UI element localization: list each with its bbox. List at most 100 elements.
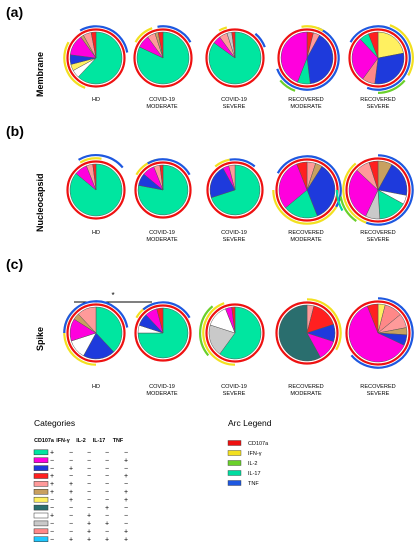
category-sign: + [50,450,54,457]
pie-slice [348,305,405,363]
pie-slice [95,306,123,353]
category-sign: − [124,481,128,488]
pie-slice [159,164,164,191]
arc-ifn [202,302,236,366]
arc-cd107a [275,301,339,365]
arc-legend-swatch [227,470,242,476]
category-swatch [33,481,49,487]
arc-cd107a [134,161,192,219]
category-sign: + [87,529,91,536]
arc-tnf [229,158,256,168]
arc-legend-label: CD107a [248,441,269,447]
arc-cd107a [206,161,264,219]
category-sign: − [105,473,109,480]
category-swatch [33,536,49,542]
category-column-header: IFN-γ [56,438,69,444]
arc-cd107a [134,304,192,362]
arc-tnf [349,25,411,91]
category-column-header: CD107a [34,438,55,444]
pie-slice [137,307,189,359]
col-label: SEVERE [367,391,390,397]
pie-slice [368,31,379,59]
arc-cd107a [66,28,126,88]
arc-cd107a [277,28,337,88]
pie-slice [366,303,379,334]
category-sign: + [124,473,128,480]
arc-ifn [79,157,102,164]
arc-legend: CD107a IFN-γ IL-2 IL-17 TNF [227,440,269,487]
pie-nucleocapsid-covid-19-moderate [134,158,192,219]
category-sign: − [69,513,73,520]
category-sign: + [69,497,73,504]
category-sign: − [105,513,109,520]
category-sign: − [124,513,128,520]
row-title-nucleocapsid: Nucleocapsid [35,173,45,232]
arc-cd107a [66,303,126,363]
col-label: SEVERE [223,391,246,397]
pie-slice [137,164,189,216]
pie-spike-hd [63,300,129,366]
category-sign: − [105,497,109,504]
col-label: COVID-19 [149,384,175,390]
col-label: COVID-19 [149,97,175,103]
arc-tnf [79,25,129,53]
category-sign: + [87,513,91,520]
arc-cd107a [133,28,193,88]
arc-ifn [342,162,367,224]
pie-slice [374,52,405,85]
pie-slice [208,31,262,85]
arc-cd107a [205,303,265,363]
arc-ifn [301,25,324,32]
arc-ifn [218,26,228,32]
arc-ifn [63,41,86,89]
pie-spike-covid-19-moderate [134,301,192,362]
col-label: COVID-19 [221,97,247,103]
pie-nucleocapsid-covid-19-severe [206,158,264,219]
category-swatch [33,457,49,463]
column-labels-membrane: HD COVID-19 MODERATE COVID-19 SEVERE REC… [92,97,396,110]
pie-slice [296,161,308,191]
category-sign: − [124,505,128,512]
arc-ifn [306,298,342,351]
pie-membrane-covid-19-moderate [133,25,193,88]
pie-nucleocapsid-recovered-moderate [272,155,342,225]
arc-il2 [339,196,357,222]
col-label: HD [92,97,100,103]
categories-title: Categories [34,418,75,428]
category-sign: − [50,497,54,504]
col-label: SEVERE [367,237,390,243]
arc-legend-label: IL-2 [248,461,257,467]
category-sign: − [50,521,54,528]
category-swatch [33,496,49,503]
pie-slice [90,31,97,59]
pie-spike-recovered-moderate [275,298,342,365]
arc-tnf [276,155,342,208]
category-sign: + [124,497,128,504]
category-swatch [33,528,49,535]
arc-legend-swatch [227,450,242,456]
pie-charts [63,24,414,369]
arc-tnf [147,158,191,176]
panel-letter-b: (b) [6,123,24,139]
arc-legend-label: TNF [248,481,259,487]
col-label: RECOVERED [288,230,323,236]
pie-slice [231,306,236,334]
category-sign: − [69,450,73,457]
category-swatch [33,512,49,519]
pie-slice [377,164,408,196]
pie-slice [348,169,379,217]
category-sign: + [50,481,54,488]
category-sign: + [50,473,54,480]
col-label: MODERATE [290,237,322,243]
pie-membrane-recovered-severe [348,24,414,94]
category-sign: − [87,465,91,472]
arc-il2 [199,305,214,357]
arc-legend-swatch [227,440,242,446]
col-label: RECOVERED [360,230,395,236]
pie-membrane-recovered-moderate [276,25,340,92]
pie-slice [209,167,236,199]
pie-nucleocapsid-hd [66,154,126,220]
col-label: RECOVERED [288,384,323,390]
col-label: COVID-19 [221,384,247,390]
